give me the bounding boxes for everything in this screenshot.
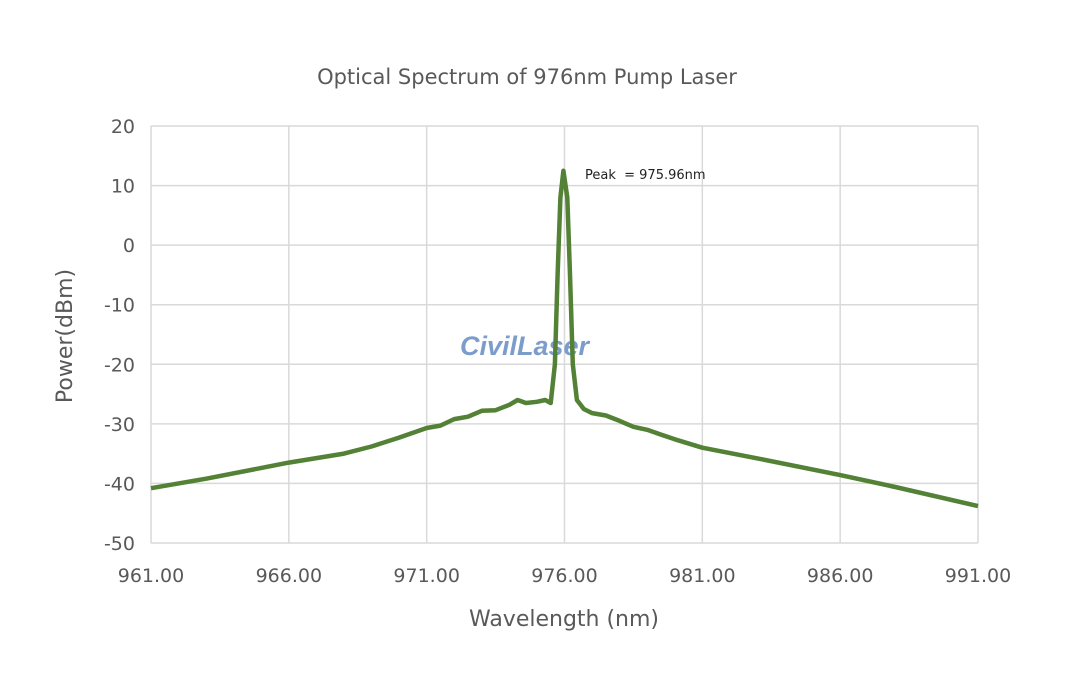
y-tick-label: 0: [123, 235, 135, 257]
x-tick-label: 971.00: [393, 565, 459, 587]
chart-title: Optical Spectrum of 976nm Pump Laser: [317, 65, 737, 89]
y-tick-label: -20: [104, 354, 135, 376]
x-tick-labels: 961.00 966.00 971.00 976.00 981.00 986.00 991.…: [118, 565, 1011, 587]
x-tick-label: 981.00: [669, 565, 735, 587]
y-tick-labels: 20 10 0 -10 -20 -30 -40 -50: [104, 116, 135, 555]
x-tick-label: 976.00: [531, 565, 597, 587]
watermark-logo: CivilLaser: [460, 331, 591, 361]
x-tick-label: 966.00: [256, 565, 322, 587]
y-tick-label: -10: [104, 295, 135, 317]
y-axis-label: Power(dBm): [53, 269, 78, 403]
x-axis-label: Wavelength (nm): [469, 607, 659, 632]
series-line: [150, 168, 979, 509]
y-tick-label: -30: [104, 414, 135, 436]
y-tick-label: -50: [104, 533, 135, 555]
x-tick-label: 986.00: [807, 565, 873, 587]
y-tick-label: 20: [111, 116, 135, 138]
x-tick-label: 991.00: [945, 565, 1011, 587]
y-tick-label: -40: [104, 473, 135, 495]
peak-annotation: Peak = 975.96nm: [585, 168, 706, 183]
x-tick-label: 961.00: [118, 565, 184, 587]
y-tick-label: 10: [111, 176, 135, 198]
